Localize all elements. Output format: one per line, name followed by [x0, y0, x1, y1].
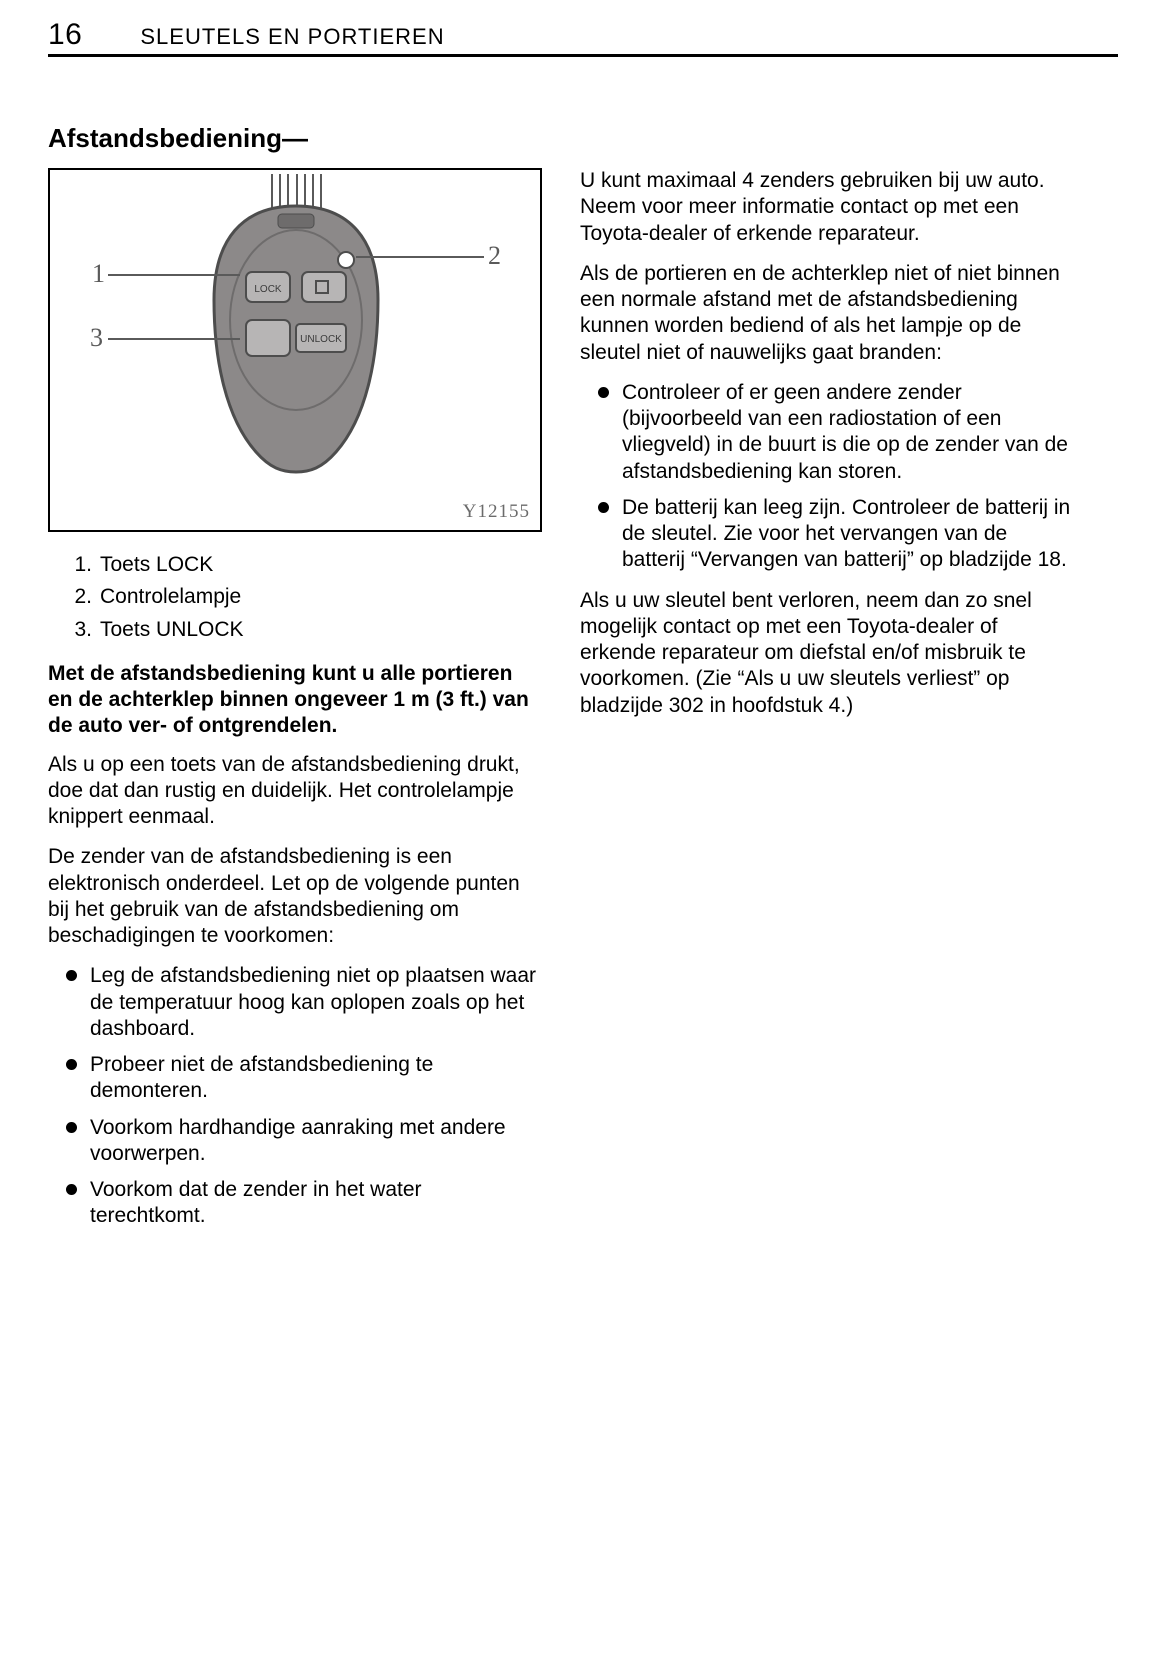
figure-code: Y12155: [463, 500, 530, 524]
legend-row: 2. Controlelampje: [66, 584, 542, 610]
list-item: Leg de afstandsbediening niet op plaatse…: [66, 963, 542, 1042]
callout-3-line: [108, 338, 240, 340]
right-column: U kunt maximaal 4 zenders gebruiken bij …: [580, 168, 1074, 1244]
callout-2-line: [356, 256, 484, 258]
callout-1-line: [108, 274, 240, 276]
paragraph: Als de portieren en de achterklep niet o…: [580, 261, 1074, 366]
left-column: LOCK UNLOCK 1 2 3 Y12155: [48, 168, 542, 1244]
section-name: SLEUTELS EN PORTIEREN: [140, 24, 444, 50]
legend-row: 3. Toets UNLOCK: [66, 617, 542, 643]
callout-3: 3: [90, 322, 103, 355]
legend-row: 1. Toets LOCK: [66, 552, 542, 578]
page-number: 16: [48, 18, 82, 52]
troubleshoot-list: Controleer of er geen andere zender (bij…: [598, 380, 1074, 574]
callout-2: 2: [488, 240, 501, 273]
paragraph: Als u op een toets van de afstandsbedien…: [48, 752, 542, 831]
list-item: De batterij kan leeg zijn. Controleer de…: [598, 495, 1074, 574]
keyfob-svg: LOCK UNLOCK: [50, 170, 540, 530]
figure-legend: 1. Toets LOCK 2. Controlelampje 3. Toets…: [66, 552, 542, 643]
list-item: Probeer niet de afstandsbediening te dem…: [66, 1052, 542, 1105]
paragraph: U kunt maximaal 4 zenders gebruiken bij …: [580, 168, 1074, 247]
legend-label: Controlelampje: [100, 584, 241, 610]
list-item: Controleer of er geen andere zender (bij…: [598, 380, 1074, 485]
intro-bold: Met de afstandsbediening kunt u alle por…: [48, 661, 542, 740]
content-columns: LOCK UNLOCK 1 2 3 Y12155: [48, 168, 1118, 1244]
unlock-label: UNLOCK: [300, 334, 342, 345]
paragraph: De zender van de afstandsbediening is ee…: [48, 844, 542, 949]
list-item: Voorkom dat de zender in het water terec…: [66, 1177, 542, 1230]
legend-num: 2.: [66, 584, 92, 610]
legend-label: Toets UNLOCK: [100, 617, 244, 643]
legend-num: 3.: [66, 617, 92, 643]
paragraph: Als u uw sleutel bent verloren, neem dan…: [580, 588, 1074, 719]
page-header: 16 SLEUTELS EN PORTIEREN: [48, 18, 1118, 57]
legend-label: Toets LOCK: [100, 552, 213, 578]
legend-num: 1.: [66, 552, 92, 578]
lock-label: LOCK: [254, 284, 282, 295]
manual-page: 16 SLEUTELS EN PORTIEREN Afstandsbedieni…: [0, 0, 1166, 1244]
figure-keyfob: LOCK UNLOCK 1 2 3 Y12155: [48, 168, 542, 532]
precaution-list: Leg de afstandsbediening niet op plaatse…: [66, 963, 542, 1229]
page-title: Afstandsbediening—: [48, 123, 1118, 154]
callout-1: 1: [92, 258, 105, 291]
list-item: Voorkom hardhandige aanraking met andere…: [66, 1115, 542, 1168]
